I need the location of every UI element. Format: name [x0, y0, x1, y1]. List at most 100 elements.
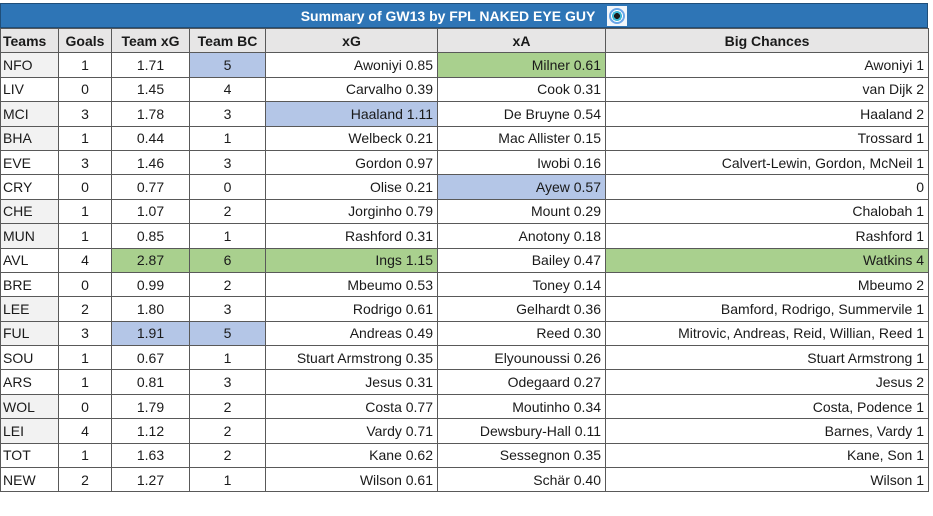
goals-cell[interactable]: 0: [58, 393, 112, 420]
xa-cell[interactable]: Odegaard 0.27: [437, 369, 606, 395]
xa-cell[interactable]: Ayew 0.57: [437, 174, 606, 200]
xa-cell[interactable]: Sessegnon 0.35: [437, 442, 606, 469]
team-xg-cell[interactable]: 1.12: [111, 418, 190, 444]
xg-cell[interactable]: Gordon 0.97: [265, 149, 438, 176]
team-xg-cell[interactable]: 0.77: [111, 174, 190, 200]
team-cell[interactable]: NEW: [0, 467, 59, 493]
team-bc-cell[interactable]: 4: [189, 76, 266, 103]
header-goals[interactable]: Goals: [58, 27, 112, 54]
big-chances-cell[interactable]: 0: [605, 174, 929, 200]
xg-cell[interactable]: Rashford 0.31: [265, 223, 438, 249]
team-xg-cell[interactable]: 1.79: [111, 393, 190, 420]
header-team-bc[interactable]: Team BC: [189, 27, 266, 54]
team-xg-cell[interactable]: 1.71: [111, 52, 190, 78]
xa-cell[interactable]: Anotony 0.18: [437, 223, 606, 249]
big-chances-cell[interactable]: Jesus 2: [605, 369, 929, 395]
big-chances-cell[interactable]: van Dijk 2: [605, 76, 929, 103]
team-cell[interactable]: SOU: [0, 345, 59, 371]
big-chances-cell[interactable]: Mbeumo 2: [605, 271, 929, 298]
team-cell[interactable]: WOL: [0, 393, 59, 420]
big-chances-cell[interactable]: Wilson 1: [605, 467, 929, 493]
team-xg-cell[interactable]: 1.46: [111, 149, 190, 176]
goals-cell[interactable]: 1: [58, 198, 112, 225]
goals-cell[interactable]: 1: [58, 442, 112, 469]
team-cell[interactable]: CHE: [0, 198, 59, 225]
goals-cell[interactable]: 3: [58, 320, 112, 347]
xg-cell[interactable]: Kane 0.62: [265, 442, 438, 469]
big-chances-cell[interactable]: Watkins 4: [605, 247, 929, 273]
team-cell[interactable]: FUL: [0, 320, 59, 347]
big-chances-cell[interactable]: Haaland 2: [605, 101, 929, 127]
team-xg-cell[interactable]: 1.07: [111, 198, 190, 225]
team-bc-cell[interactable]: 2: [189, 442, 266, 469]
team-xg-cell[interactable]: 1.27: [111, 467, 190, 493]
team-bc-cell[interactable]: 2: [189, 393, 266, 420]
team-bc-cell[interactable]: 3: [189, 369, 266, 395]
goals-cell[interactable]: 2: [58, 467, 112, 493]
big-chances-cell[interactable]: Bamford, Rodrigo, Summervile 1: [605, 296, 929, 322]
goals-cell[interactable]: 3: [58, 149, 112, 176]
big-chances-cell[interactable]: Stuart Armstrong 1: [605, 345, 929, 371]
team-xg-cell[interactable]: 0.99: [111, 271, 190, 298]
team-cell[interactable]: ARS: [0, 369, 59, 395]
goals-cell[interactable]: 1: [58, 52, 112, 78]
goals-cell[interactable]: 3: [58, 101, 112, 127]
team-cell[interactable]: AVL: [0, 247, 59, 273]
team-xg-cell[interactable]: 0.85: [111, 223, 190, 249]
xa-cell[interactable]: Milner 0.61: [437, 52, 606, 78]
xa-cell[interactable]: Elyounoussi 0.26: [437, 345, 606, 371]
team-cell[interactable]: BHA: [0, 125, 59, 151]
big-chances-cell[interactable]: Calvert-Lewin, Gordon, McNeil 1: [605, 149, 929, 176]
xa-cell[interactable]: Moutinho 0.34: [437, 393, 606, 420]
header-big-chances[interactable]: Big Chances: [605, 27, 929, 54]
team-xg-cell[interactable]: 0.44: [111, 125, 190, 151]
team-xg-cell[interactable]: 2.87: [111, 247, 190, 273]
xg-cell[interactable]: Jorginho 0.79: [265, 198, 438, 225]
xa-cell[interactable]: Mount 0.29: [437, 198, 606, 225]
big-chances-cell[interactable]: Rashford 1: [605, 223, 929, 249]
team-cell[interactable]: LIV: [0, 76, 59, 103]
xa-cell[interactable]: Toney 0.14: [437, 271, 606, 298]
team-bc-cell[interactable]: 1: [189, 125, 266, 151]
header-team-xg[interactable]: Team xG: [111, 27, 190, 54]
team-bc-cell[interactable]: 3: [189, 101, 266, 127]
xa-cell[interactable]: Iwobi 0.16: [437, 149, 606, 176]
team-cell[interactable]: TOT: [0, 442, 59, 469]
xg-cell[interactable]: Vardy 0.71: [265, 418, 438, 444]
xa-cell[interactable]: Gelhardt 0.36: [437, 296, 606, 322]
xg-cell[interactable]: Awoniyi 0.85: [265, 52, 438, 78]
xa-cell[interactable]: Bailey 0.47: [437, 247, 606, 273]
team-bc-cell[interactable]: 5: [189, 52, 266, 78]
team-bc-cell[interactable]: 1: [189, 223, 266, 249]
team-bc-cell[interactable]: 2: [189, 198, 266, 225]
goals-cell[interactable]: 0: [58, 76, 112, 103]
team-cell[interactable]: MUN: [0, 223, 59, 249]
xg-cell[interactable]: Jesus 0.31: [265, 369, 438, 395]
xg-cell[interactable]: Costa 0.77: [265, 393, 438, 420]
big-chances-cell[interactable]: Trossard 1: [605, 125, 929, 151]
goals-cell[interactable]: 1: [58, 345, 112, 371]
team-bc-cell[interactable]: 2: [189, 418, 266, 444]
team-cell[interactable]: EVE: [0, 149, 59, 176]
big-chances-cell[interactable]: Chalobah 1: [605, 198, 929, 225]
team-xg-cell[interactable]: 0.67: [111, 345, 190, 371]
team-xg-cell[interactable]: 1.45: [111, 76, 190, 103]
team-cell[interactable]: CRY: [0, 174, 59, 200]
team-bc-cell[interactable]: 1: [189, 467, 266, 493]
xg-cell[interactable]: Haaland 1.11: [265, 101, 438, 127]
goals-cell[interactable]: 1: [58, 125, 112, 151]
header-xa[interactable]: xA: [437, 27, 606, 54]
team-bc-cell[interactable]: 3: [189, 149, 266, 176]
team-xg-cell[interactable]: 0.81: [111, 369, 190, 395]
team-bc-cell[interactable]: 6: [189, 247, 266, 273]
team-bc-cell[interactable]: 1: [189, 345, 266, 371]
team-cell[interactable]: MCI: [0, 101, 59, 127]
header-teams[interactable]: Teams: [0, 27, 59, 54]
team-xg-cell[interactable]: 1.91: [111, 320, 190, 347]
xa-cell[interactable]: De Bruyne 0.54: [437, 101, 606, 127]
xg-cell[interactable]: Welbeck 0.21: [265, 125, 438, 151]
big-chances-cell[interactable]: Barnes, Vardy 1: [605, 418, 929, 444]
team-cell[interactable]: BRE: [0, 271, 59, 298]
xg-cell[interactable]: Mbeumo 0.53: [265, 271, 438, 298]
xa-cell[interactable]: Reed 0.30: [437, 320, 606, 347]
